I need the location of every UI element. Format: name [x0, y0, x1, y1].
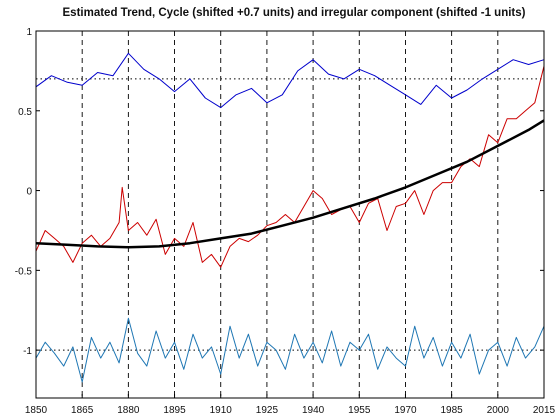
series-line-1 — [35, 65, 545, 268]
x-tick-label: 1880 — [117, 405, 140, 416]
grid-lines — [35, 31, 545, 398]
y-axis: -1 -0.5 0 0.5 1 — [15, 27, 544, 357]
chart-title: Estimated Trend, Cycle (shifted +0.7 uni… — [63, 7, 526, 19]
x-tick-label: 1910 — [210, 405, 233, 416]
x-tick-label: 1895 — [163, 405, 186, 416]
plot-frame — [35, 30, 545, 399]
x-tick-label: 1865 — [71, 405, 94, 416]
plot-series — [35, 52, 545, 383]
x-tick-label: 1850 — [25, 405, 48, 416]
x-tick-label: 1925 — [256, 405, 279, 416]
x-tick-label: 1970 — [394, 405, 417, 416]
x-tick-label: 1955 — [348, 405, 371, 416]
x-tick-label: 2015 — [533, 405, 556, 416]
y-tick-label: 0.5 — [18, 107, 32, 118]
series-line-3 — [35, 52, 545, 109]
x-tick-label: 2000 — [487, 405, 510, 416]
y-tick-label: 0 — [26, 187, 32, 198]
reference-lines — [36, 78, 544, 351]
series-line-2 — [35, 119, 545, 249]
y-tick-label: -1 — [23, 346, 32, 357]
x-tick-label: 1940 — [302, 405, 325, 416]
series-line-4 — [35, 317, 545, 383]
y-tick-label: -0.5 — [15, 266, 33, 277]
x-axis: 1850 1865 1880 1895 1910 1925 1940 1955 1970 1985… — [25, 394, 556, 416]
x-tick-label: 1985 — [441, 405, 464, 416]
y-tick-label: 1 — [26, 27, 32, 38]
